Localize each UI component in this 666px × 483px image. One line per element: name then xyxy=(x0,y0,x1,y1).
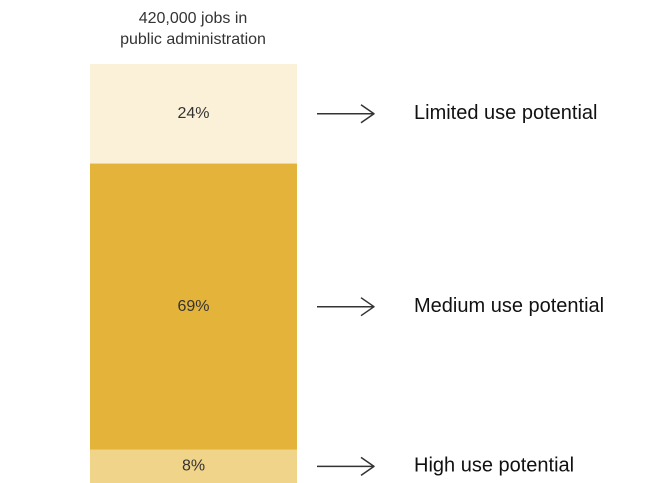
category-label-limited-use-potential: Limited use potential xyxy=(414,102,597,124)
bar-segment-medium-use-potential xyxy=(90,163,297,450)
chart-title-line-1: 420,000 jobs in xyxy=(138,10,248,27)
segment-value-label-high-use-potential: 8% xyxy=(182,458,205,475)
arrow-icon xyxy=(317,104,375,124)
arrow-icon xyxy=(317,297,375,317)
bar-segment-high-use-potential xyxy=(90,449,297,483)
category-label-medium-use-potential: Medium use potential xyxy=(414,295,604,317)
chart-title: 420,000 jobs in public administration xyxy=(60,8,326,50)
segment-value-label-limited-use-potential: 24% xyxy=(177,105,209,122)
bar-segment-limited-use-potential xyxy=(90,64,297,164)
segment-value-label-medium-use-potential: 69% xyxy=(177,298,209,315)
category-label-high-use-potential: High use potential xyxy=(414,455,574,477)
arrow-icon xyxy=(317,456,375,477)
chart-title-line-2: public administration xyxy=(120,31,266,48)
